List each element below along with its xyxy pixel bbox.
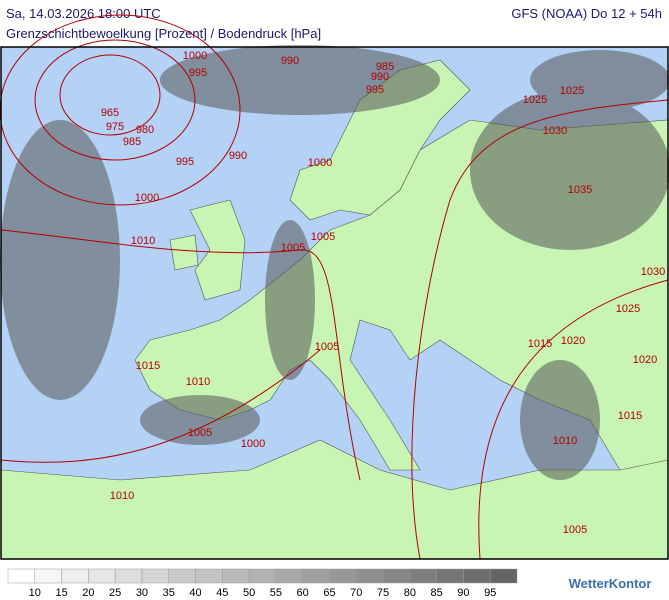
isobar-label: 1015 xyxy=(528,338,552,350)
isobar-label: 1025 xyxy=(560,85,584,97)
isobar-label: 995 xyxy=(189,67,207,79)
legend-swatch xyxy=(248,568,277,584)
legend-swatch xyxy=(222,568,250,584)
legend-swatch xyxy=(463,568,491,584)
isobar-label: 995 xyxy=(176,156,194,168)
isobar-label: 1035 xyxy=(568,184,592,196)
legend-swatch xyxy=(302,568,330,584)
isobar-label: 1000 xyxy=(241,438,265,450)
legend-label: 25 xyxy=(109,587,121,599)
legend-swatch xyxy=(329,568,357,584)
isobar-label: 965 xyxy=(101,107,119,119)
logo: WetterKontor xyxy=(569,576,652,591)
isobar-label: 1005 xyxy=(311,231,335,243)
isobar-label: 980 xyxy=(136,124,154,136)
datetime: Sa, 14.03.2026 18:00 UTC xyxy=(6,6,161,21)
isobar-label: 1015 xyxy=(136,360,160,372)
legend: 10 15 20 25 30 35 40 45 50 55 60 65 70 75 80 85 90 95 xyxy=(7,568,518,599)
legend-swatch xyxy=(409,568,437,584)
legend-label: 90 xyxy=(457,587,469,599)
isobar-label: 1030 xyxy=(641,266,665,278)
ireland xyxy=(169,234,199,271)
legend-swatch xyxy=(436,568,464,584)
isobar-label: 1020 xyxy=(633,354,657,366)
isobar-label: 990 xyxy=(371,71,389,83)
legend-swatch xyxy=(382,568,411,584)
isobar-label: 1010 xyxy=(110,490,134,502)
isobar-label: 1000 xyxy=(183,50,207,62)
map-title: Grenzschichtbewoelkung [Prozent] / Boden… xyxy=(6,26,321,41)
legend-label: 85 xyxy=(431,587,443,599)
legend-label: 60 xyxy=(297,587,309,599)
legend-swatch xyxy=(61,568,89,584)
model-run: GFS (NOAA) Do 12 + 54h xyxy=(511,6,662,21)
isobar-label: 985 xyxy=(123,136,141,148)
legend-label: 40 xyxy=(189,587,201,599)
legend-label: 75 xyxy=(377,587,389,599)
legend-label: 15 xyxy=(55,587,67,599)
isobar-label: 1000 xyxy=(135,192,159,204)
legend-label: 80 xyxy=(404,587,416,599)
isobar-label: 1010 xyxy=(186,376,210,388)
isobar-label: 1030 xyxy=(543,125,567,137)
isobar-label: 975 xyxy=(106,121,124,133)
map-frame xyxy=(0,46,669,560)
isobar-label: 1005 xyxy=(188,427,212,439)
legend-label: 30 xyxy=(136,587,148,599)
isobar-label: 1005 xyxy=(281,242,305,254)
isobar-label: 1025 xyxy=(523,94,547,106)
great-britain xyxy=(189,199,246,301)
legend-label: 10 xyxy=(29,587,41,599)
legend-swatch xyxy=(168,568,196,584)
legend-label: 55 xyxy=(270,587,282,599)
legend-swatch xyxy=(141,568,169,584)
legend-label: 95 xyxy=(484,587,496,599)
isobar-label: 1025 xyxy=(616,303,640,315)
isobar-label: 990 xyxy=(281,55,299,67)
isobar-label: 1010 xyxy=(553,435,577,447)
isobar-label: 985 xyxy=(376,61,394,73)
legend-swatch xyxy=(275,568,303,584)
legend-swatch xyxy=(114,568,143,584)
legend-label: 70 xyxy=(350,587,362,599)
legend-swatch xyxy=(7,568,36,584)
legend-swatch xyxy=(34,568,62,584)
legend-label: 20 xyxy=(82,587,94,599)
legend-label: 45 xyxy=(216,587,228,599)
isobar-label: 1015 xyxy=(618,410,642,422)
isobar-label: 1000 xyxy=(308,157,332,169)
isobar-label: 1005 xyxy=(563,524,587,536)
legend-swatch xyxy=(88,568,116,584)
legend-swatch xyxy=(356,568,384,584)
legend-label: 65 xyxy=(323,587,335,599)
isobar-label: 990 xyxy=(229,150,247,162)
isobar-label: 1005 xyxy=(315,341,339,353)
legend-label: 50 xyxy=(243,587,255,599)
legend-label: 35 xyxy=(163,587,175,599)
isobars xyxy=(0,14,669,560)
legend-swatch xyxy=(489,568,518,584)
isobar-label: 1010 xyxy=(131,235,155,247)
clouds xyxy=(0,45,669,480)
isobar-label: 995 xyxy=(366,84,384,96)
isobar-label: 1020 xyxy=(561,335,585,347)
legend-swatch xyxy=(195,568,223,584)
